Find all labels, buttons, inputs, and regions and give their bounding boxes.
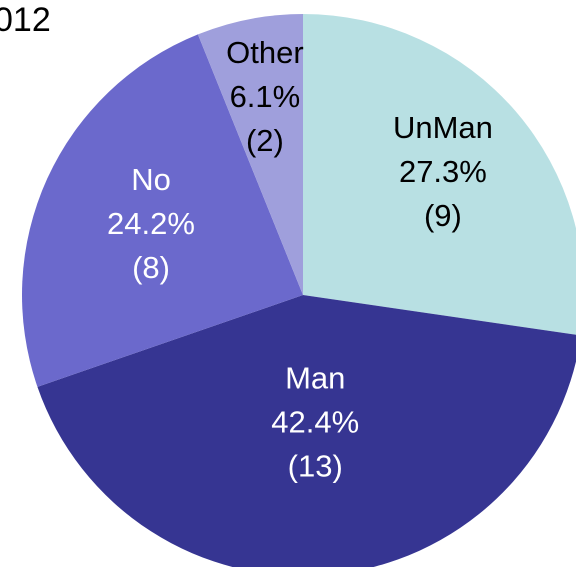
value-label: 24.2% [107,206,195,241]
pie-slice [303,14,576,335]
count-label: (13) [288,449,343,484]
count-label: (9) [424,198,462,233]
value-label: 6.1% [230,79,301,114]
slice-label: Man [285,361,345,396]
count-label: (2) [246,123,284,158]
chart-title: 012 [0,1,51,39]
value-label: 27.3% [399,154,487,189]
slice-label: No [131,162,171,197]
slice-label: Other [226,35,304,70]
pie-slice [197,14,303,295]
slice-label: UnMan [393,110,493,145]
count-label: (8) [132,250,170,285]
value-label: 42.4% [271,405,359,440]
pie-slice [37,295,576,567]
pie-slice [21,34,303,387]
